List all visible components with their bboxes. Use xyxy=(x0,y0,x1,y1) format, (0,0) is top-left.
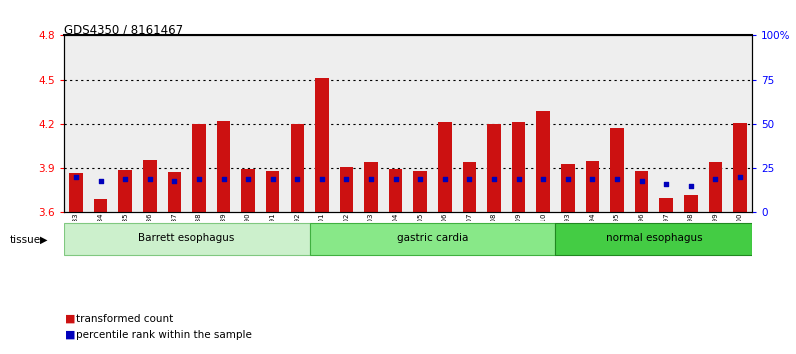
Text: tissue: tissue xyxy=(10,235,41,245)
Bar xyxy=(462,162,476,212)
Point xyxy=(291,176,303,182)
Point xyxy=(143,176,156,182)
Point xyxy=(315,176,328,182)
Bar xyxy=(684,195,697,212)
Bar xyxy=(315,78,329,212)
Text: transformed count: transformed count xyxy=(76,314,174,324)
Point xyxy=(635,178,648,183)
Bar xyxy=(556,223,752,255)
Text: GSM852004: GSM852004 xyxy=(392,212,399,255)
Bar xyxy=(365,162,378,212)
Text: GSM851994: GSM851994 xyxy=(589,212,595,255)
Text: GSM851987: GSM851987 xyxy=(171,212,178,255)
Bar xyxy=(733,123,747,212)
Bar xyxy=(69,173,83,212)
Bar xyxy=(241,169,255,212)
Text: normal esophagus: normal esophagus xyxy=(606,233,702,243)
Point xyxy=(611,176,623,182)
Bar xyxy=(438,122,451,212)
Bar xyxy=(611,128,624,212)
Text: GSM851993: GSM851993 xyxy=(565,212,571,255)
Bar xyxy=(586,161,599,212)
Bar xyxy=(217,121,230,212)
Text: GSM852006: GSM852006 xyxy=(442,212,448,255)
Bar xyxy=(634,171,648,212)
Point xyxy=(389,176,402,182)
Point xyxy=(340,176,353,182)
Point xyxy=(709,176,722,182)
Text: GSM851989: GSM851989 xyxy=(220,212,227,255)
Text: GSM852010: GSM852010 xyxy=(540,212,546,255)
Bar xyxy=(487,124,501,212)
Text: GSM852001: GSM852001 xyxy=(319,212,325,255)
Bar xyxy=(119,170,132,212)
Text: gastric cardia: gastric cardia xyxy=(397,233,468,243)
Text: GSM852003: GSM852003 xyxy=(368,212,374,255)
Text: GSM851990: GSM851990 xyxy=(245,212,251,255)
Text: GSM851985: GSM851985 xyxy=(122,212,128,255)
Bar xyxy=(512,122,525,212)
Text: GSM851992: GSM851992 xyxy=(295,212,300,255)
Point xyxy=(119,176,131,182)
Point xyxy=(414,176,427,182)
Bar xyxy=(659,198,673,212)
Text: GSM851995: GSM851995 xyxy=(614,212,620,255)
Point xyxy=(734,174,747,180)
Text: ■: ■ xyxy=(65,330,76,339)
Text: percentile rank within the sample: percentile rank within the sample xyxy=(76,330,252,339)
Text: GSM852008: GSM852008 xyxy=(491,212,497,255)
Text: GSM852009: GSM852009 xyxy=(516,212,521,255)
Text: GSM851986: GSM851986 xyxy=(146,212,153,255)
Text: GSM851999: GSM851999 xyxy=(712,212,718,255)
Bar xyxy=(310,223,556,255)
Point xyxy=(365,176,377,182)
Bar xyxy=(168,172,181,212)
Text: GSM852002: GSM852002 xyxy=(343,212,349,255)
Bar xyxy=(291,124,304,212)
Text: GSM852007: GSM852007 xyxy=(466,212,473,255)
Point xyxy=(193,176,205,182)
Point xyxy=(537,176,549,182)
Bar xyxy=(389,169,403,212)
Text: GSM852005: GSM852005 xyxy=(417,212,423,255)
Bar xyxy=(192,124,205,212)
Text: ■: ■ xyxy=(65,314,76,324)
Text: GSM851996: GSM851996 xyxy=(638,212,645,255)
Point xyxy=(267,176,279,182)
Point xyxy=(94,178,107,183)
Point xyxy=(513,176,525,182)
Point xyxy=(439,176,451,182)
Point xyxy=(561,176,574,182)
Bar xyxy=(143,160,157,212)
Text: GSM851983: GSM851983 xyxy=(73,212,79,255)
Point xyxy=(488,176,501,182)
Point xyxy=(586,176,599,182)
Text: GSM852000: GSM852000 xyxy=(737,212,743,255)
Text: GSM851988: GSM851988 xyxy=(196,212,202,255)
Bar xyxy=(340,167,353,212)
Text: GSM851984: GSM851984 xyxy=(98,212,103,255)
Text: Barrett esophagus: Barrett esophagus xyxy=(139,233,235,243)
Bar xyxy=(561,164,575,212)
Bar xyxy=(94,199,107,212)
Point xyxy=(660,181,673,187)
Text: GSM851998: GSM851998 xyxy=(688,212,694,255)
Point xyxy=(69,174,82,180)
Bar xyxy=(64,223,310,255)
Bar xyxy=(413,171,427,212)
Point xyxy=(217,176,230,182)
Point xyxy=(242,176,255,182)
Point xyxy=(685,183,697,189)
Bar xyxy=(708,162,722,212)
Point xyxy=(463,176,476,182)
Text: ▶: ▶ xyxy=(40,235,47,245)
Text: GSM851991: GSM851991 xyxy=(270,212,275,255)
Bar xyxy=(266,171,279,212)
Text: GDS4350 / 8161467: GDS4350 / 8161467 xyxy=(64,23,183,36)
Text: GSM851997: GSM851997 xyxy=(663,212,669,255)
Point xyxy=(168,178,181,183)
Bar xyxy=(537,110,550,212)
